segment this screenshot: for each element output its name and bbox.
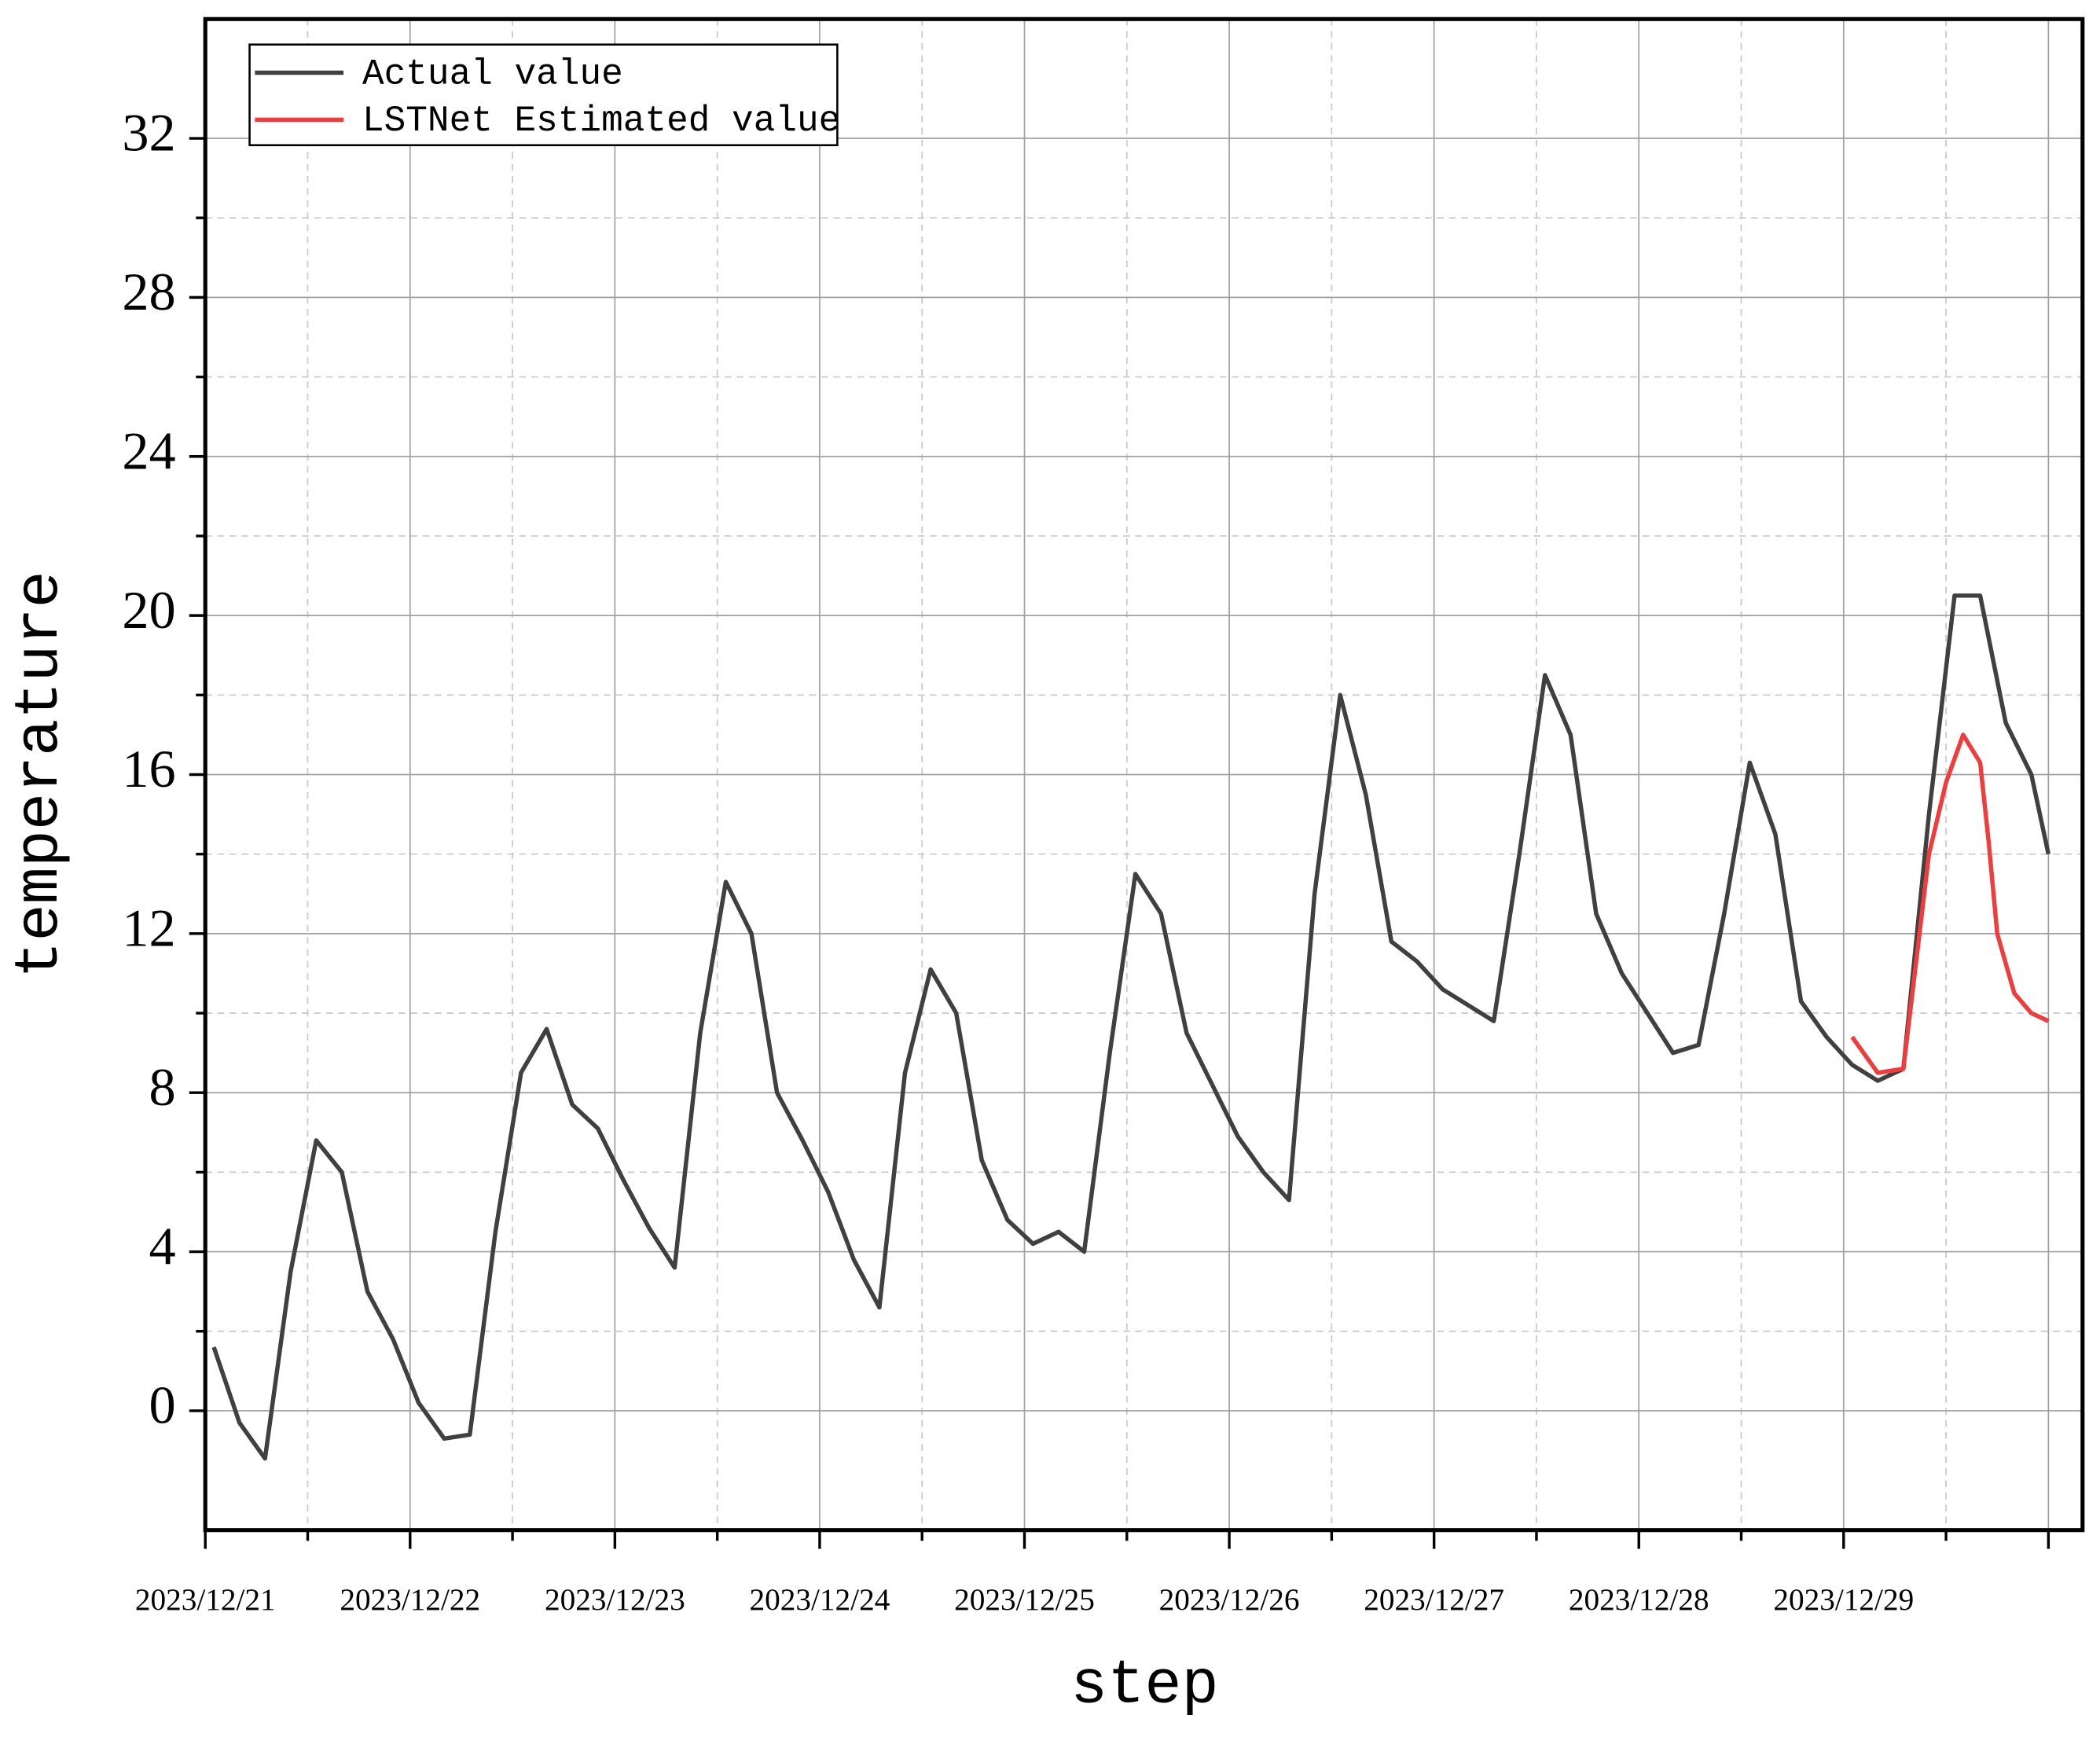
- x-tick-label: 2023/12/23: [545, 1583, 685, 1617]
- y-tick-label: 12: [122, 898, 175, 958]
- y-tick-label: 4: [149, 1216, 176, 1276]
- y-tick-label: 28: [122, 262, 175, 321]
- y-tick-label: 24: [122, 420, 175, 480]
- x-tick-label: 2023/12/25: [954, 1583, 1095, 1617]
- y-tick-label: 0: [149, 1375, 176, 1435]
- legend-label: Actual value: [362, 53, 623, 94]
- y-tick-label: 20: [122, 580, 175, 640]
- x-axis-title: step: [1070, 1651, 1218, 1721]
- x-tick-label: 2023/12/28: [1569, 1583, 1709, 1617]
- y-tick-label: 16: [122, 739, 175, 799]
- line: [211, 593, 2051, 1461]
- x-tick-label: 2023/12/29: [1773, 1583, 1914, 1617]
- y-tick-label: 8: [149, 1057, 176, 1117]
- y-axis-title: temperature: [6, 571, 75, 978]
- x-tick-label: 2023/12/26: [1159, 1583, 1300, 1617]
- x-tick-label: 2023/12/24: [750, 1583, 890, 1617]
- x-tick-label: 2023/12/27: [1364, 1583, 1504, 1617]
- line: [1850, 733, 2050, 1075]
- legend-box: [248, 43, 839, 147]
- x-tick-label: 2023/12/21: [135, 1583, 276, 1617]
- x-tick-label: 2023/12/22: [340, 1583, 480, 1617]
- legend-label: LSTNet Estimated value: [362, 101, 840, 141]
- plot-frame: [203, 17, 2085, 1533]
- legend: Actual value LSTNet Estimated value: [248, 43, 840, 147]
- y-tick-label: 32: [122, 103, 175, 163]
